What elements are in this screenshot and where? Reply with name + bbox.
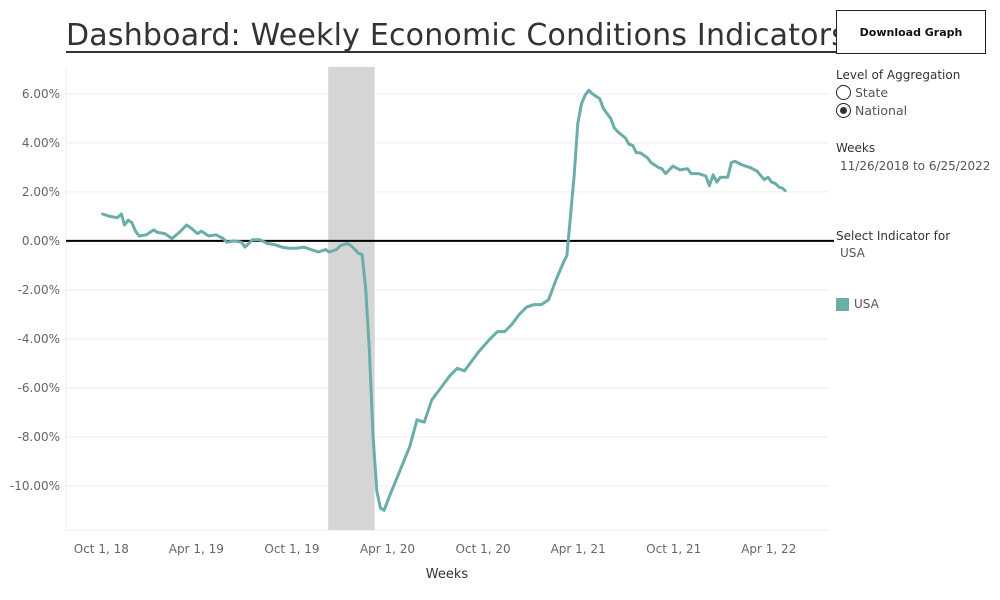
- y-tick-label: -4.00%: [18, 332, 60, 346]
- y-tick-label: 6.00%: [22, 87, 60, 101]
- y-tick-label: 0.00%: [22, 234, 60, 248]
- x-tick-label: Apr 1, 22: [741, 542, 796, 556]
- radio-national-label: National: [855, 103, 908, 118]
- legend-swatch-usa: [836, 297, 849, 311]
- x-tick-label: Apr 1, 19: [169, 542, 224, 556]
- series-line-usa: [101, 88, 787, 512]
- y-tick-label: -6.00%: [18, 381, 60, 395]
- x-axis-title: Weeks: [426, 567, 469, 582]
- y-tick-label: -10.00%: [10, 479, 60, 493]
- y-tick-label: 2.00%: [22, 185, 60, 199]
- weeks-label: Weeks: [836, 141, 876, 155]
- x-tick-label: Oct 1, 18: [74, 542, 129, 556]
- y-tick-label: -2.00%: [18, 283, 60, 297]
- y-tick-label: 4.00%: [22, 136, 60, 150]
- grid-layer: [65, 67, 828, 531]
- indicator-value: USA: [840, 246, 865, 260]
- page-title: Dashboard: Weekly Economic Conditions In…: [66, 18, 848, 53]
- x-tick-label: Apr 1, 20: [360, 542, 415, 556]
- x-tick-label: Oct 1, 19: [264, 542, 319, 556]
- legend: USA: [836, 297, 879, 311]
- y-tick-label: -8.00%: [18, 430, 60, 444]
- x-tick-label: Apr 1, 21: [551, 542, 606, 556]
- shade-layer: [328, 67, 375, 530]
- legend-label-usa: USA: [854, 297, 879, 311]
- aggregation-label: Level of Aggregation: [836, 68, 961, 82]
- radio-national[interactable]: National: [836, 103, 907, 118]
- radio-state[interactable]: State: [836, 85, 888, 100]
- x-tick-label: Oct 1, 21: [646, 542, 701, 556]
- shaded-period: [328, 67, 375, 530]
- radio-state-label: State: [855, 85, 889, 100]
- download-graph-button[interactable]: Download Graph: [836, 10, 986, 54]
- axis-layer: 6.00% 4.00% 2.00% 0.00% -2.00% -4.00% -6.00% -8…: [10, 87, 834, 556]
- radio-state-circle[interactable]: [836, 85, 851, 100]
- x-tick-label: Oct 1, 20: [456, 542, 511, 556]
- series-layer: [101, 88, 787, 512]
- radio-national-circle[interactable]: [836, 103, 851, 118]
- indicator-label: Select Indicator for: [836, 229, 951, 243]
- weeks-range: 11/26/2018 to 6/25/2022: [840, 159, 991, 173]
